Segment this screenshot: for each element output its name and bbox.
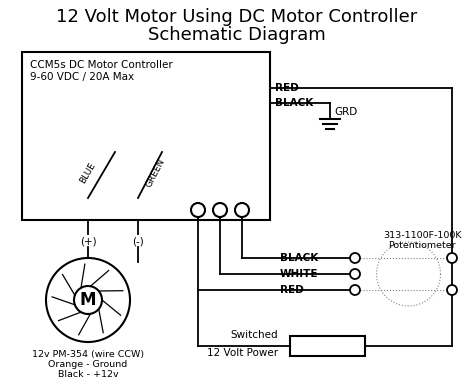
Text: 10A FUSE: 10A FUSE	[299, 341, 356, 351]
Text: RED: RED	[275, 83, 299, 93]
Bar	[290, 336, 365, 356]
Circle shape	[235, 203, 249, 217]
Text: 9-60 VDC / 20A Max: 9-60 VDC / 20A Max	[30, 72, 134, 82]
Text: RED: RED	[280, 285, 304, 295]
Text: Orange - Ground: Orange - Ground	[48, 360, 128, 369]
Text: (-): (-)	[132, 236, 144, 246]
Bar	[22, 52, 270, 220]
Text: 12v PM-354 (wire CCW): 12v PM-354 (wire CCW)	[32, 350, 144, 359]
Text: M: M	[80, 291, 96, 309]
Circle shape	[213, 203, 227, 217]
Circle shape	[46, 258, 130, 342]
Text: BLACK: BLACK	[275, 98, 313, 108]
Text: Potentiometer: Potentiometer	[388, 241, 456, 250]
Text: 12 Volt Motor Using DC Motor Controller: 12 Volt Motor Using DC Motor Controller	[56, 8, 418, 26]
Text: GREEN: GREEN	[145, 157, 167, 189]
Text: BLUE: BLUE	[78, 160, 97, 185]
Circle shape	[74, 286, 102, 314]
Text: Black - +12v: Black - +12v	[58, 370, 118, 379]
Circle shape	[350, 253, 360, 263]
Text: CCM5s DC Motor Controller: CCM5s DC Motor Controller	[30, 60, 173, 70]
Text: Switched: Switched	[230, 330, 278, 340]
Circle shape	[447, 285, 457, 295]
Text: (+): (+)	[80, 236, 96, 246]
Circle shape	[447, 253, 457, 263]
Circle shape	[191, 203, 205, 217]
Text: GRD: GRD	[334, 107, 357, 117]
Circle shape	[350, 285, 360, 295]
Text: 313-1100F-100K: 313-1100F-100K	[383, 231, 461, 240]
Text: WHITE: WHITE	[280, 269, 319, 279]
Text: BLACK: BLACK	[280, 253, 318, 263]
Circle shape	[350, 269, 360, 279]
Text: Schematic Diagram: Schematic Diagram	[148, 26, 326, 44]
Text: 12 Volt Power: 12 Volt Power	[207, 348, 278, 358]
